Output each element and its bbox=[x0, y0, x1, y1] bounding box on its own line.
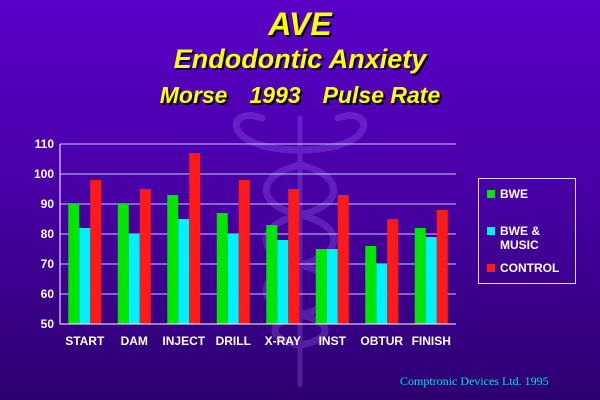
bar-bwe-music-start bbox=[79, 228, 91, 324]
y-tick-label: 90 bbox=[41, 197, 55, 211]
bar-control-dam bbox=[139, 189, 151, 324]
y-tick-label: 80 bbox=[41, 227, 55, 241]
bar-control-inst bbox=[337, 195, 349, 324]
x-axis-ticks: START DAM INJECT DRILL X-RAY INST OBTUR FINISH bbox=[65, 334, 451, 348]
subtitle-metric: Pulse Rate bbox=[322, 82, 441, 108]
legend-label-control: CONTROL bbox=[500, 261, 560, 275]
bar-bwe-music-inject bbox=[178, 219, 190, 324]
x-tick-label: DRILL bbox=[216, 334, 251, 348]
legend-item-control: CONTROL bbox=[487, 261, 559, 275]
legend-swatch-control bbox=[487, 264, 495, 272]
bar-bwe-music-obtur bbox=[376, 264, 388, 324]
subtitle-year: 1993 bbox=[249, 82, 301, 108]
y-tick-label: 70 bbox=[41, 257, 55, 271]
bar-control-finish bbox=[436, 210, 448, 324]
bar-bwe-inject bbox=[167, 195, 179, 324]
x-tick-label: INST bbox=[319, 334, 347, 348]
legend-swatch-bwe bbox=[487, 190, 495, 198]
x-tick-label: X-RAY bbox=[265, 334, 301, 348]
y-tick-label: 110 bbox=[35, 137, 55, 151]
legend-swatch-bwe-music bbox=[487, 227, 495, 235]
bar-bwe-drill bbox=[216, 213, 228, 324]
bar-bwe-music-x-ray bbox=[277, 240, 289, 324]
chart-subtitle-2: Morse 1993 Pulse Rate bbox=[0, 82, 600, 109]
bar-control-x-ray bbox=[288, 189, 300, 324]
bar-bwe-start bbox=[68, 204, 80, 324]
x-tick-label: DAM bbox=[121, 334, 148, 348]
legend-item-bwe-music: BWE & MUSIC bbox=[487, 224, 540, 252]
chart-title: AVE bbox=[268, 6, 332, 42]
x-tick-label: FINISH bbox=[412, 334, 451, 348]
bar-control-drill bbox=[238, 180, 250, 324]
chart-subtitle: Endodontic Anxiety bbox=[173, 44, 427, 74]
x-tick-label: START bbox=[65, 334, 105, 348]
bar-bwe-obtur bbox=[365, 246, 377, 324]
bar-control-start bbox=[90, 180, 102, 324]
bar-bwe-finish bbox=[414, 228, 426, 324]
legend-item-bwe: BWE bbox=[487, 187, 528, 201]
bar-bwe-x-ray bbox=[266, 225, 278, 324]
bar-bwe-music-dam bbox=[128, 234, 140, 324]
bar-bwe-music-drill bbox=[227, 234, 239, 324]
bar-bwe-music-finish bbox=[425, 237, 437, 324]
bars bbox=[68, 153, 448, 324]
legend-label-bwe: BWE bbox=[500, 187, 528, 201]
bar-bwe-music-inst bbox=[326, 249, 338, 324]
y-tick-label: 50 bbox=[41, 317, 55, 331]
subtitle-author: Morse bbox=[159, 82, 228, 108]
bar-bwe-dam bbox=[117, 204, 129, 324]
x-tick-label: INJECT bbox=[162, 334, 205, 348]
bar-control-obtur bbox=[387, 219, 399, 324]
legend: BWE BWE & MUSIC CONTROL bbox=[478, 178, 576, 284]
legend-label-bwe-music: BWE & MUSIC bbox=[500, 224, 540, 252]
y-tick-label: 100 bbox=[34, 167, 54, 181]
bar-bwe-inst bbox=[315, 249, 327, 324]
y-tick-label: 60 bbox=[41, 287, 55, 301]
y-axis-ticks: 50 60 70 80 90 100 110 bbox=[34, 137, 54, 331]
footer-credit: Comptronic Devices Ltd. 1995 bbox=[400, 374, 549, 388]
bar-control-inject bbox=[189, 153, 201, 324]
x-tick-label: OBTUR bbox=[360, 334, 403, 348]
